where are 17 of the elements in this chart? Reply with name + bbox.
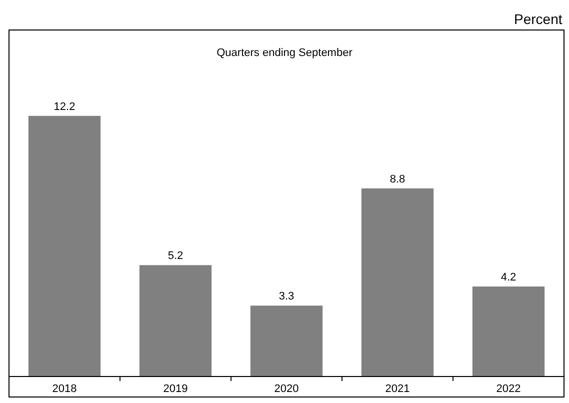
data-label: 3.3 (278, 290, 294, 303)
x-tick-label: 2020 (274, 383, 299, 396)
bar (472, 286, 545, 376)
x-tick-label: 2019 (163, 383, 188, 396)
x-tick-label: 2022 (496, 383, 521, 396)
bar (250, 306, 323, 376)
data-label: 8.8 (390, 173, 406, 186)
bar (28, 116, 101, 376)
text: Percent (514, 11, 562, 27)
chart-title: Quarters ending September (216, 46, 353, 59)
bar (139, 265, 212, 376)
data-label: 4.2 (500, 271, 516, 284)
data-label: 5.2 (168, 250, 184, 262)
x-tick-label: 2021 (385, 383, 410, 396)
bar (361, 188, 434, 376)
data-label: 12.2 (54, 100, 76, 113)
x-tick-label: 2018 (52, 383, 77, 396)
